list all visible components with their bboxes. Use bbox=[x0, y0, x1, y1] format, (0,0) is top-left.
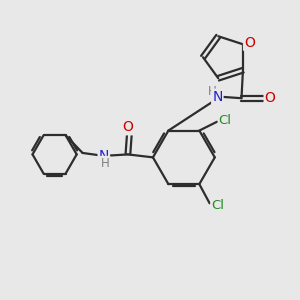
Text: O: O bbox=[122, 120, 134, 134]
Text: H: H bbox=[101, 157, 110, 170]
Text: Cl: Cl bbox=[212, 199, 224, 212]
Text: N: N bbox=[99, 149, 109, 163]
Text: N: N bbox=[212, 90, 223, 104]
Text: Cl: Cl bbox=[219, 114, 232, 127]
Text: O: O bbox=[244, 36, 255, 50]
Text: O: O bbox=[265, 91, 275, 105]
Text: H: H bbox=[208, 85, 216, 98]
